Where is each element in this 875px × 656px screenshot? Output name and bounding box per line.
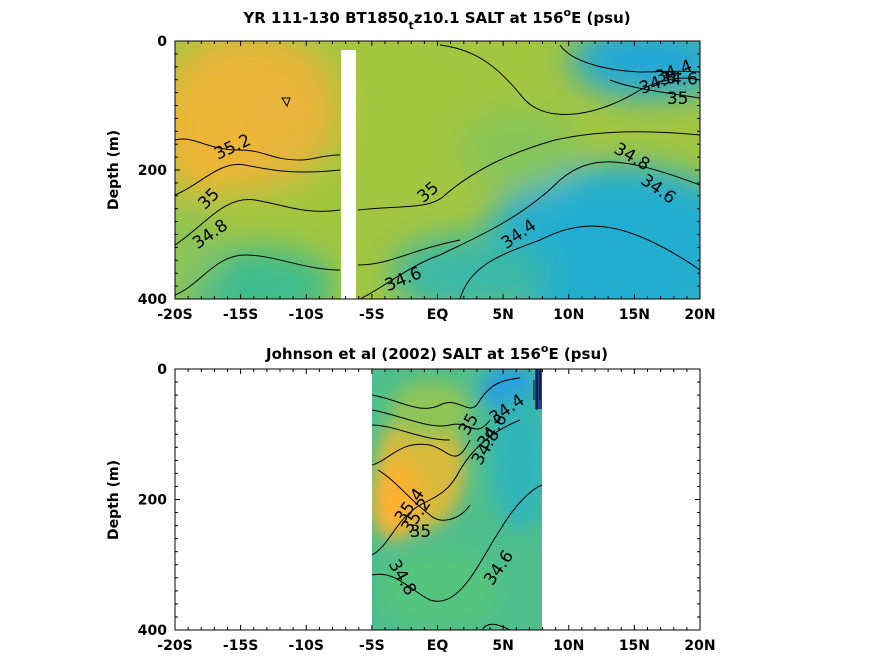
x-tick-label: 10N — [553, 638, 584, 654]
x-tick-label: 10N — [553, 307, 584, 323]
contour-label: 35 — [667, 89, 689, 109]
x-tick-label: -5S — [359, 307, 385, 323]
contour-label: 34.6 — [660, 70, 698, 90]
y-axis: 0 200 400 — [138, 34, 700, 308]
title-superscript: o — [564, 6, 572, 19]
x-axis: -20S -15S -10S -5S EQ 5N 10N 15N 20N — [157, 369, 716, 654]
x-tick-label: -15S — [223, 638, 258, 654]
x-tick-label: 5N — [492, 307, 513, 323]
x-tick-label: 5N — [492, 638, 513, 654]
x-tick-label: 15N — [619, 307, 650, 323]
panel-1: YR 111-130 BT1850tz10.1 SALT at 156oE (p… — [106, 6, 716, 323]
salinity-field: 35.23534.83534.434.634.834.634.434.83534… — [175, 41, 700, 299]
y-tick-label: 400 — [138, 292, 167, 308]
title-part: YR 111-130 BT1850 — [242, 9, 408, 27]
panel-2: Johnson et al (2002) SALT at 156oE (psu) — [106, 342, 716, 654]
y-axis-label: Depth (m) — [106, 130, 122, 210]
x-tick-label: -10S — [289, 307, 324, 323]
x-tick-label: EQ — [427, 638, 449, 654]
x-tick-label: -20S — [157, 307, 192, 323]
x-tick-label: -20S — [157, 638, 192, 654]
title-subscript: t — [409, 19, 414, 32]
y-tick-label: 0 — [157, 34, 167, 50]
title-part: Johnson et al (2002) SALT at 156 — [265, 345, 541, 363]
x-tick-label: 20N — [684, 638, 715, 654]
x-tick-label: 15N — [619, 638, 650, 654]
y-tick-label: 200 — [138, 493, 167, 509]
x-tick-label: -10S — [289, 638, 324, 654]
title-part: E (psu) — [548, 345, 608, 363]
title-part: z10.1 SALT at 156 — [414, 9, 564, 27]
contours — [175, 44, 700, 299]
x-tick-label: -15S — [223, 307, 258, 323]
title-superscript: o — [541, 342, 549, 355]
x-tick-label: -5S — [359, 638, 385, 654]
x-tick-label: 20N — [684, 307, 715, 323]
x-axis: -20S -15S -10S -5S EQ 5N 10N 15N 20N — [157, 41, 716, 323]
contours — [372, 369, 542, 630]
y-axis: 0 200 400 — [138, 362, 700, 639]
x-tick-label: EQ — [427, 307, 449, 323]
panel-2-title: Johnson et al (2002) SALT at 156oE (psu) — [265, 342, 608, 363]
y-axis-label: Depth (m) — [106, 460, 122, 540]
data-gap — [341, 50, 356, 299]
panel-1-title: YR 111-130 BT1850tz10.1 SALT at 156oE (p… — [242, 6, 630, 32]
y-tick-label: 0 — [157, 362, 167, 378]
title-part: E (psu) — [571, 9, 631, 27]
y-tick-label: 200 — [138, 163, 167, 179]
contour-label: 35 — [410, 522, 432, 542]
y-tick-label: 400 — [138, 623, 167, 639]
